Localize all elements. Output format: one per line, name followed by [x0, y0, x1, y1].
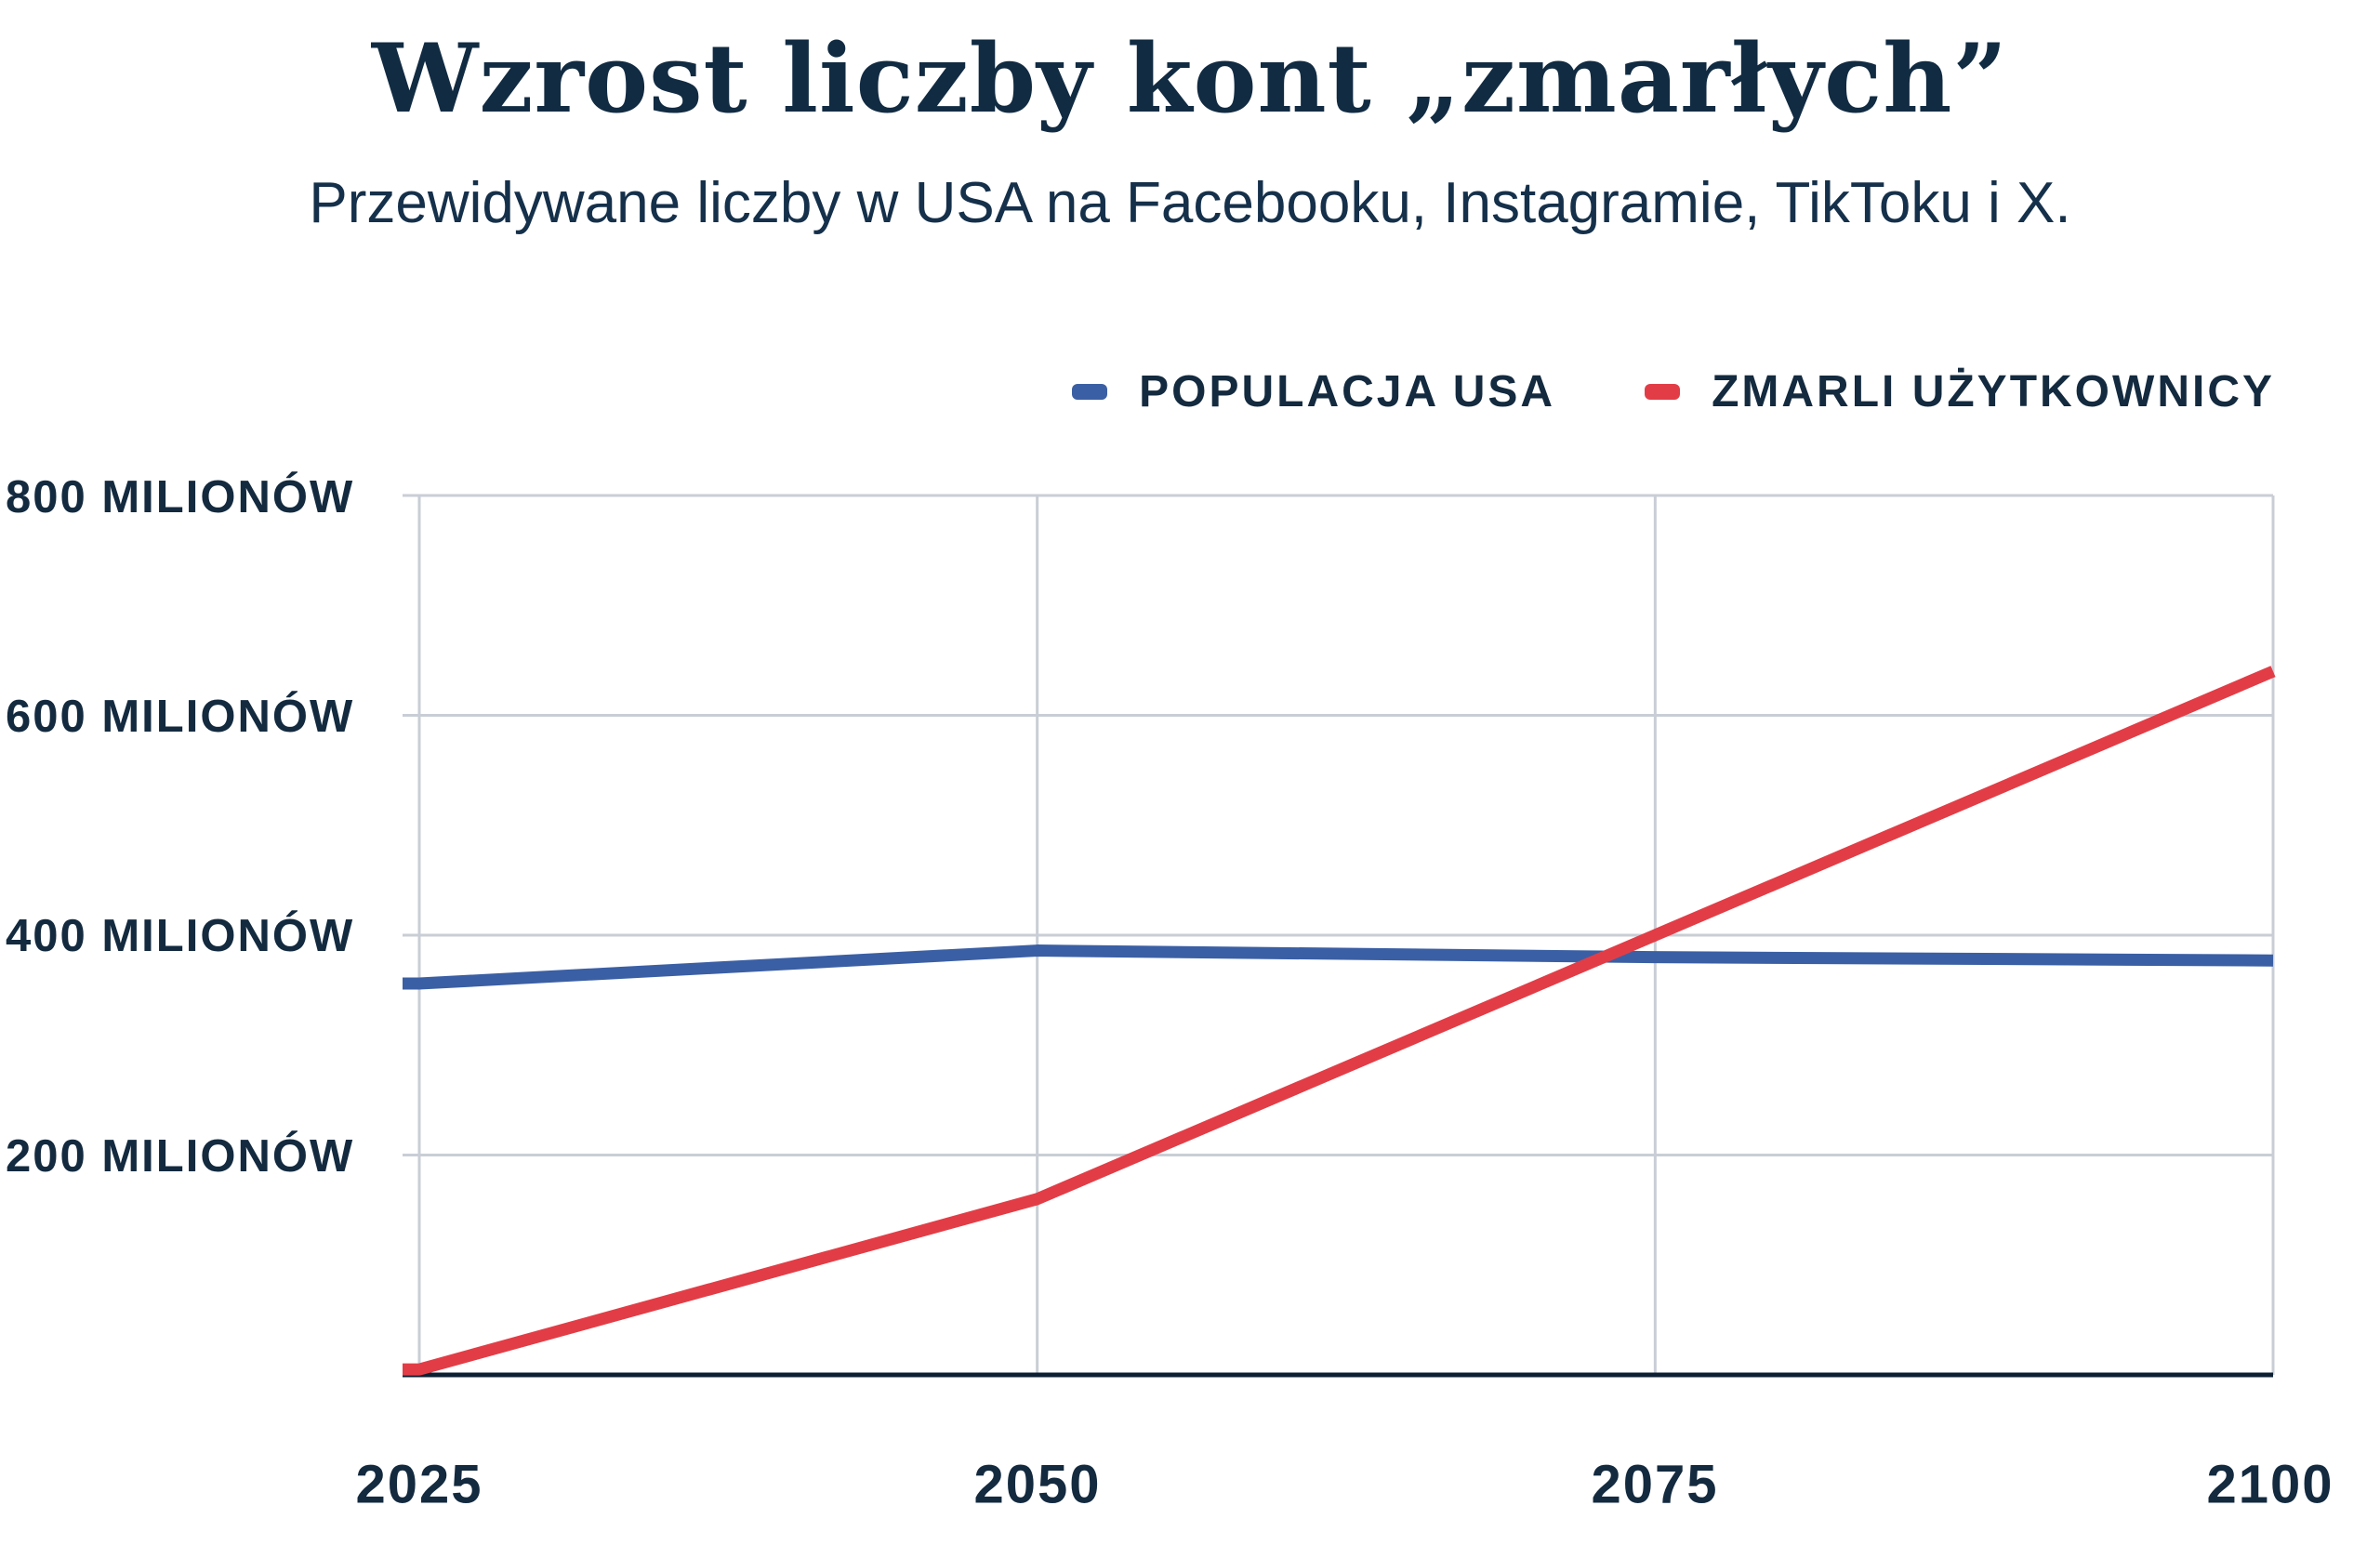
population-swatch-icon [1072, 384, 1108, 400]
y-tick-label-600: 600 MILIONÓW [6, 692, 355, 742]
deceased-swatch-icon [1645, 384, 1681, 400]
y-tick-label-800: 800 MILIONÓW [6, 472, 355, 522]
legend-label-population: POPULACJA USA [1139, 367, 1556, 416]
chart-title: Wzrost liczby kont „zmarłych” [371, 23, 2009, 135]
legend-label-deceased: ZMARLI UŻYTKOWNICY [1712, 367, 2275, 416]
deceased-users-line [403, 666, 2276, 1376]
chart-subtitle: Przewidywane liczby w USA na Facebooku, … [309, 171, 2071, 235]
population-line [403, 944, 2274, 990]
x-tick-label-2075: 2075 [1591, 1454, 1719, 1515]
x-tick-label-2100: 2100 [2206, 1454, 2334, 1515]
legend-item-population: POPULACJA USA [1072, 366, 1555, 417]
plot-area [403, 494, 2276, 1378]
legend: POPULACJA USA ZMARLI UŻYTKOWNICY [1072, 366, 2275, 417]
y-tick-label-400: 400 MILIONÓW [6, 911, 355, 961]
x-tick-label-2025: 2025 [355, 1454, 483, 1515]
y-tick-label-200: 200 MILIONÓW [6, 1131, 355, 1182]
legend-item-deceased: ZMARLI UŻYTKOWNICY [1645, 366, 2275, 417]
x-tick-label-2050: 2050 [973, 1454, 1102, 1515]
